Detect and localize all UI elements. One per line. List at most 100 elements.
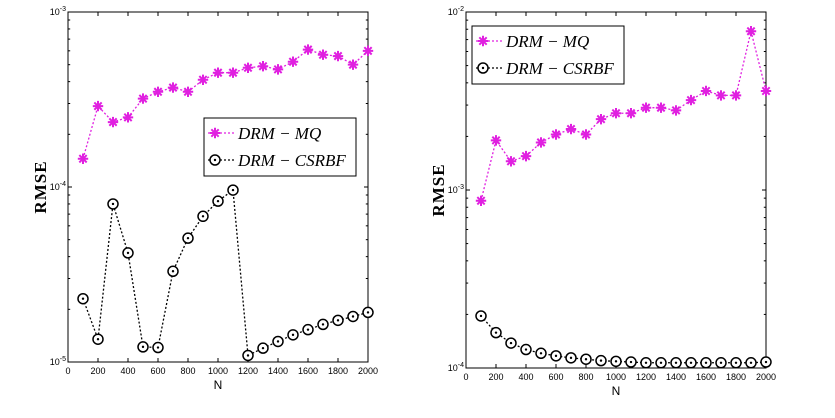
data-point [640, 102, 652, 113]
legend-marker [477, 62, 489, 74]
data-point-center [569, 356, 573, 360]
data-point [760, 85, 772, 97]
data-point [565, 123, 577, 135]
legend-label: DRM − MQ [505, 32, 589, 51]
data-point-center [614, 360, 618, 363]
data-point [212, 67, 224, 78]
data-point-center [171, 270, 175, 273]
data-point [685, 357, 697, 369]
x-tick-label: 0 [65, 366, 70, 376]
y-tick-label: 10-3 [50, 6, 66, 17]
data-point-center [261, 346, 265, 350]
data-point-center [351, 315, 355, 318]
legend-box [203, 117, 357, 177]
data-point [212, 195, 224, 207]
data-point [640, 357, 652, 369]
data-point-center [231, 188, 235, 192]
data-point-center [336, 319, 340, 322]
data-point [535, 347, 547, 360]
data-point [700, 85, 712, 97]
data-point [92, 100, 104, 112]
data-point [332, 314, 344, 327]
x-tick-label: 600 [150, 366, 165, 376]
data-point [550, 129, 562, 140]
legend-marker [209, 154, 221, 166]
data-point-center [554, 354, 558, 358]
data-point [197, 74, 209, 85]
data-point [137, 341, 149, 353]
y-tick-label: 10-3 [448, 184, 464, 195]
data-point-center [276, 340, 280, 343]
x-tick-label: 1600 [696, 372, 716, 382]
data-point-center [291, 333, 295, 337]
data-point [490, 135, 502, 146]
legend-marker [477, 35, 489, 47]
y-tick-base: 10 [50, 357, 60, 367]
legend-label: DRM − CSRBF [505, 59, 614, 78]
series-drm-csrbf [77, 184, 374, 362]
data-point [655, 102, 667, 113]
data-point [700, 357, 712, 369]
data-point [730, 90, 742, 101]
data-point [287, 56, 299, 67]
data-point-center [509, 341, 513, 345]
x-tick-label: 400 [518, 372, 533, 382]
data-point [182, 232, 194, 244]
data-point [595, 354, 607, 367]
data-point [122, 112, 134, 123]
data-point [655, 357, 667, 369]
data-point-center [689, 361, 693, 364]
x-tick-label: 1400 [268, 366, 288, 376]
data-point [745, 26, 757, 37]
data-point-center [321, 323, 325, 326]
data-point [272, 64, 284, 75]
data-point [302, 323, 314, 336]
data-point [107, 116, 119, 128]
data-point-center [96, 337, 100, 341]
data-point [520, 343, 532, 356]
legend-box [471, 25, 625, 85]
series-drm-mq [77, 44, 374, 164]
data-point [272, 335, 284, 348]
data-point [475, 310, 487, 322]
data-point [362, 306, 374, 319]
data-point [107, 198, 119, 210]
data-point-center [306, 328, 310, 331]
data-point [152, 341, 164, 354]
legend-marker [209, 127, 221, 139]
data-point-center [216, 199, 220, 203]
data-point [490, 326, 502, 339]
data-point [580, 129, 592, 140]
x-tick-label: 200 [90, 366, 105, 376]
legend-entry: DRM − MQ [476, 32, 589, 51]
data-point [77, 292, 89, 305]
legend-entry: DRM − MQ [208, 124, 321, 143]
data-point [242, 349, 254, 362]
y-tick-exponent: -2 [458, 6, 464, 13]
data-point [475, 195, 487, 206]
data-point [760, 356, 772, 368]
y-axis: 10-210-310-4 [448, 6, 766, 373]
y-axis: 10-310-410-5 [50, 6, 368, 367]
data-point [152, 86, 164, 97]
data-point [715, 357, 727, 369]
legend-label: DRM − CSRBF [237, 151, 346, 170]
data-point [505, 337, 517, 349]
data-point [670, 357, 682, 369]
y-axis-label: RMSE [429, 163, 448, 216]
data-point [77, 153, 89, 164]
y-tick-base: 10 [448, 7, 458, 17]
data-point [610, 355, 622, 368]
data-point-center [156, 346, 160, 349]
data-point-center [764, 360, 768, 364]
series-drm-csrbf [475, 310, 772, 369]
legend-entry: DRM − CSRBF [476, 59, 614, 78]
data-point [565, 352, 577, 364]
data-point [137, 93, 149, 104]
data-point-center [201, 215, 205, 218]
data-point [625, 108, 637, 119]
data-point [317, 318, 329, 331]
data-point [670, 105, 682, 116]
data-point [302, 44, 314, 55]
x-tick-label: 2000 [756, 372, 776, 382]
